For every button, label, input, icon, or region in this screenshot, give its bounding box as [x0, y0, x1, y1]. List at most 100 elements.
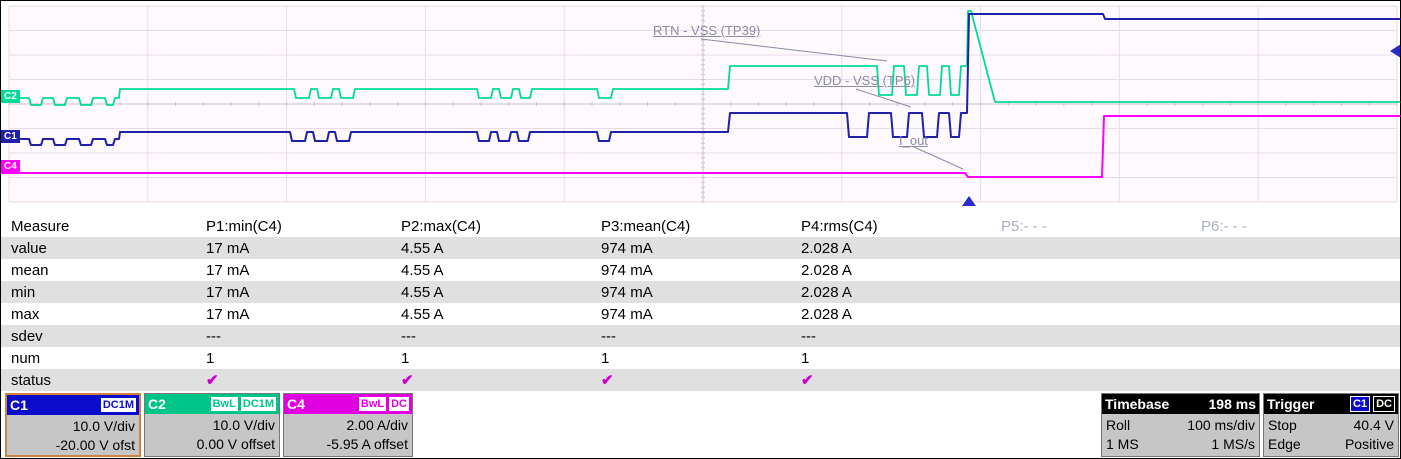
channel-box-header: C2 BwL DC1M — [145, 394, 279, 414]
scale-per-div: 10.0 V/div — [212, 417, 275, 433]
trigger-time-marker[interactable] — [962, 196, 976, 206]
trace-c1 — [1, 13, 1400, 146]
measure-cell-p3-num: 1 — [601, 349, 610, 367]
timebase-box[interactable]: Timebase 198 ms Roll 100 ms/div 1 MS 1 MS/s — [1101, 393, 1260, 457]
measure-cell-p6-num — [1201, 347, 1400, 369]
coupling-badge: DC1M — [100, 398, 136, 412]
measure-col-p4[interactable]: P4:rms(C4) — [801, 217, 878, 235]
trigger-box-settings: Stop 40.4 V Edge Positive — [1264, 414, 1398, 454]
scope-canvas — [1, 5, 1401, 206]
measure-row-max: max 17 mA 4.55 A 974 mA 2.028 A — [1, 303, 1400, 325]
channel-id-label: C4 — [287, 396, 305, 412]
measure-cell-p4-mean: 2.028 A — [801, 261, 852, 279]
trigger-box-row-value: 40.4 V — [1353, 417, 1394, 433]
measure-row-mean: mean 17 mA 4.55 A 974 mA 2.028 A — [1, 259, 1400, 281]
measure-cell-p6-max — [1201, 303, 1400, 325]
measure-cell-p6-min — [1201, 281, 1400, 303]
measure-cell-p2-min: 4.55 A — [401, 283, 444, 301]
measure-cell-p4-value: 2.028 A — [801, 239, 852, 257]
measure-cell-p2-sdev: --- — [401, 327, 416, 345]
measure-cell-p5-status — [1001, 369, 1201, 391]
trigger-box-badge-c1: C1 — [1350, 396, 1371, 412]
offset-value: 0.00 V offset — [196, 436, 275, 452]
measure-row-label: mean — [11, 261, 49, 279]
channel-indicator-c2[interactable]: C2 — [1, 90, 20, 103]
measure-cell-p5-sdev — [1001, 325, 1201, 347]
trigger-box-row-value: Positive — [1344, 436, 1394, 452]
trigger-box-header: Trigger C1 DC — [1264, 394, 1398, 414]
trace-label-3: I_out — [899, 133, 928, 148]
measure-col-p3[interactable]: P3:mean(C4) — [601, 217, 691, 235]
measure-cell-p2-mean: 4.55 A — [401, 261, 444, 279]
measure-row-value: value 17 mA 4.55 A 974 mA 2.028 A — [1, 237, 1400, 259]
channel-settings: 2.00 A/div -5.95 A offset — [284, 414, 412, 454]
measure-cell-p3-mean: 974 mA — [601, 261, 653, 279]
measure-cell-p1-min: 17 mA — [206, 283, 250, 301]
measure-row-num: num 1 1 1 1 — [1, 347, 1400, 369]
coupling-badge: BwL — [210, 397, 238, 411]
measure-cell-p1-mean: 17 mA — [206, 261, 250, 279]
measure-cell-p5-mean — [1001, 259, 1201, 281]
trigger-box[interactable]: Trigger C1 DC Stop 40.4 V Edge Positive — [1263, 393, 1399, 457]
measure-cell-p5-num — [1001, 347, 1201, 369]
measure-cell-p1-max: 17 mA — [206, 305, 250, 323]
measure-col-p1[interactable]: P1:min(C4) — [206, 217, 282, 235]
coupling-badge: DC1M — [240, 397, 276, 411]
measure-cell-p6-value — [1201, 237, 1400, 259]
measure-cell-p5-value — [1001, 237, 1201, 259]
timebase-box-settings: Roll 100 ms/div 1 MS 1 MS/s — [1102, 414, 1259, 454]
measure-col-header: Measure — [11, 217, 70, 235]
measure-cell-p6-status — [1201, 369, 1400, 391]
measure-cell-p4-sdev: --- — [801, 327, 816, 345]
measure-cell-p4-status: ✔ — [801, 372, 814, 389]
measure-cell-p2-status: ✔ — [401, 372, 414, 389]
channel-indicator-c4[interactable]: C4 — [1, 160, 20, 173]
measure-cell-p3-value: 974 mA — [601, 239, 653, 257]
measure-row-min: min 17 mA 4.55 A 974 mA 2.028 A — [1, 281, 1400, 303]
measure-col-p2[interactable]: P2:max(C4) — [401, 217, 482, 235]
measure-cell-p4-min: 2.028 A — [801, 283, 852, 301]
measure-row-sdev: sdev --- --- --- --- — [1, 325, 1400, 347]
coupling-badge: DC — [389, 397, 409, 411]
timebase-box-header: Timebase 198 ms — [1102, 394, 1259, 414]
measure-col-p5[interactable]: P5:- - - — [1001, 217, 1047, 235]
channel-settings: 10.0 V/div 0.00 V offset — [145, 414, 279, 454]
offset-value: -20.00 V ofst — [55, 437, 135, 453]
measure-row-label: value — [11, 239, 47, 257]
measure-cell-p4-num: 1 — [801, 349, 810, 367]
trigger-box-badge-dc: DC — [1373, 396, 1395, 412]
channel-box-c2[interactable]: C2 BwL DC1M 10.0 V/div 0.00 V offset — [144, 393, 280, 457]
measure-cell-p2-value: 4.55 A — [401, 239, 444, 257]
trace-c2 — [1, 10, 1400, 106]
timebase-box-value: 198 ms — [1208, 396, 1256, 412]
trace-label-2: VDD - VSS (TP6) — [814, 73, 916, 88]
measure-row-label: min — [11, 283, 36, 301]
scale-per-div: 10.0 V/div — [72, 418, 135, 434]
timebase-box-row-label: Roll — [1106, 417, 1131, 433]
measure-cell-p1-status: ✔ — [206, 372, 219, 389]
measure-cell-p2-num: 1 — [401, 349, 410, 367]
channel-indicator-c1[interactable]: C1 — [1, 130, 20, 143]
measure-cell-p2-max: 4.55 A — [401, 305, 444, 323]
channel-box-c4[interactable]: C4 BwL DC 2.00 A/div -5.95 A offset — [283, 393, 413, 457]
measure-cell-p3-min: 974 mA — [601, 283, 653, 301]
measure-cell-p1-num: 1 — [206, 349, 215, 367]
channel-box-header: C4 BwL DC — [284, 394, 412, 414]
trigger-box-title: Trigger — [1267, 396, 1315, 412]
measure-row-label: status — [11, 371, 52, 389]
trace-label-1: RTN - VSS (TP39) — [653, 23, 761, 38]
measure-row-label: sdev — [11, 327, 43, 345]
channel-box-c1[interactable]: C1 DC1M 10.0 V/div -20.00 V ofst — [5, 393, 141, 457]
measure-cell-p5-min — [1001, 281, 1201, 303]
measure-row-label: num — [11, 349, 41, 367]
measure-cell-p3-max: 974 mA — [601, 305, 653, 323]
coupling-badge: BwL — [358, 397, 387, 411]
scale-per-div: 2.00 A/div — [346, 417, 409, 433]
measure-cell-p1-value: 17 mA — [206, 239, 250, 257]
timebase-box-row-value: 1 MS/s — [1211, 436, 1255, 452]
timebase-box-row-label: 1 MS — [1106, 436, 1139, 452]
measure-col-p6[interactable]: P6:- - - — [1201, 217, 1247, 235]
measure-cell-p4-max: 2.028 A — [801, 305, 852, 323]
trigger-box-row-label: Edge — [1268, 436, 1301, 452]
trigger-level-marker[interactable] — [1390, 44, 1401, 58]
